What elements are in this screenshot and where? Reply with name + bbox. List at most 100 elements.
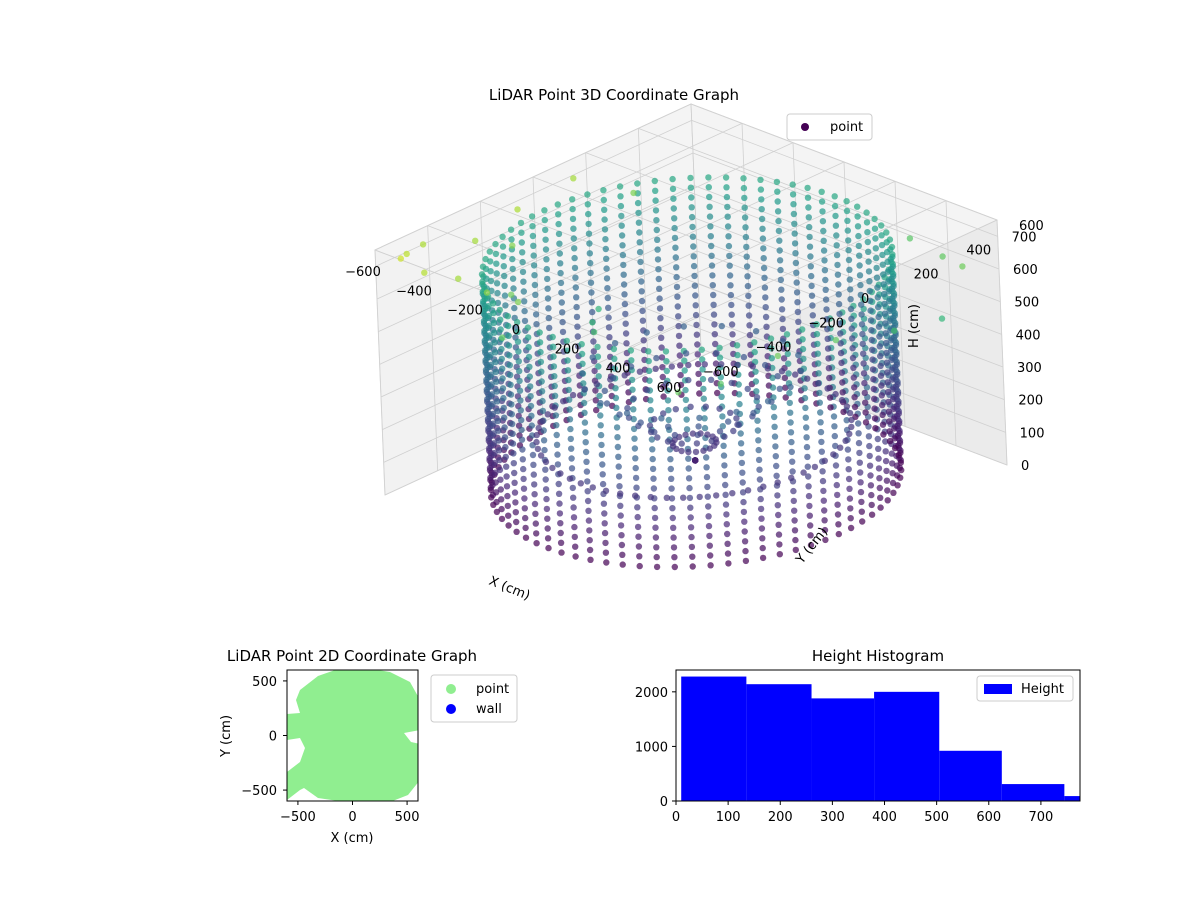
data-point bbox=[773, 472, 780, 479]
data-point bbox=[479, 263, 487, 270]
data-point bbox=[671, 431, 679, 439]
data-point bbox=[881, 300, 888, 308]
data-point bbox=[787, 429, 795, 436]
data-point bbox=[737, 430, 744, 437]
data-point bbox=[760, 264, 768, 272]
data-point bbox=[706, 213, 714, 220]
data-point bbox=[768, 345, 775, 352]
data-point bbox=[568, 445, 575, 452]
data-point bbox=[634, 513, 641, 521]
data-point bbox=[531, 272, 538, 279]
data-point bbox=[862, 399, 869, 406]
data-point bbox=[637, 419, 644, 426]
data-point bbox=[647, 397, 654, 404]
data-point bbox=[885, 288, 892, 295]
data-point bbox=[604, 294, 611, 302]
data-point bbox=[816, 399, 823, 406]
data-point bbox=[499, 375, 506, 382]
data-point bbox=[708, 252, 715, 259]
data-point bbox=[756, 476, 764, 483]
data-point bbox=[775, 521, 782, 528]
data-point bbox=[824, 345, 832, 352]
data-point bbox=[524, 324, 531, 331]
data-point bbox=[737, 440, 745, 447]
data-point bbox=[686, 494, 694, 502]
data-point bbox=[688, 533, 695, 541]
data-point bbox=[700, 395, 707, 402]
data-point bbox=[859, 330, 866, 338]
data-point bbox=[805, 204, 812, 211]
data-point bbox=[833, 481, 840, 489]
data-point bbox=[719, 413, 726, 420]
data-point bbox=[507, 381, 514, 388]
data-point bbox=[832, 462, 840, 469]
data-point bbox=[869, 346, 876, 353]
data-point bbox=[651, 428, 658, 436]
data-point bbox=[803, 434, 810, 441]
data-point bbox=[859, 340, 866, 348]
data-point bbox=[593, 406, 600, 414]
data-point bbox=[725, 560, 732, 567]
data-point bbox=[843, 403, 851, 410]
data-point bbox=[868, 327, 875, 334]
data-point bbox=[569, 205, 576, 213]
data-point bbox=[632, 455, 639, 462]
data-point bbox=[832, 222, 840, 229]
data-point bbox=[699, 375, 707, 383]
data-point bbox=[744, 487, 752, 494]
data-point bbox=[509, 265, 516, 273]
data-point bbox=[621, 372, 628, 379]
data-point bbox=[507, 226, 515, 233]
data-point bbox=[846, 409, 854, 417]
data-point bbox=[588, 299, 595, 306]
data-point bbox=[603, 400, 611, 407]
data-point bbox=[493, 508, 501, 516]
data-point bbox=[685, 361, 692, 369]
data-point bbox=[490, 309, 497, 317]
data-point bbox=[740, 175, 747, 182]
data-point bbox=[667, 465, 674, 473]
data-point bbox=[826, 394, 834, 401]
data-point bbox=[566, 396, 573, 403]
data-point bbox=[687, 514, 694, 521]
data-point bbox=[509, 420, 516, 428]
data-point bbox=[559, 309, 566, 316]
data-point bbox=[866, 287, 873, 295]
data-point bbox=[565, 386, 572, 394]
data-point bbox=[617, 490, 624, 497]
data-point bbox=[552, 412, 560, 419]
data-point bbox=[539, 418, 546, 425]
data-point bbox=[620, 271, 627, 278]
data-point bbox=[831, 432, 838, 440]
data-point bbox=[663, 358, 670, 365]
data-point bbox=[598, 441, 605, 449]
data-point bbox=[668, 363, 675, 370]
data-point bbox=[493, 280, 501, 287]
data-point bbox=[518, 239, 525, 246]
data-point bbox=[740, 353, 748, 361]
data-point bbox=[531, 281, 539, 289]
data-point bbox=[652, 197, 659, 204]
data-point bbox=[837, 444, 844, 451]
data-point bbox=[639, 307, 646, 315]
data-point bbox=[866, 452, 873, 460]
data-point bbox=[511, 479, 518, 486]
data-point bbox=[498, 345, 505, 353]
data-point bbox=[635, 543, 643, 550]
data-point bbox=[556, 240, 563, 247]
data-point bbox=[879, 251, 886, 259]
data-point bbox=[498, 505, 505, 513]
data-point bbox=[875, 455, 882, 462]
data-point bbox=[792, 371, 799, 378]
data-point bbox=[542, 226, 549, 234]
data-point bbox=[687, 403, 694, 410]
data-point bbox=[850, 364, 857, 371]
data-point bbox=[882, 330, 889, 337]
data-point bbox=[868, 501, 875, 509]
data-point bbox=[569, 196, 576, 203]
data-point bbox=[864, 238, 871, 246]
data-point bbox=[721, 433, 728, 440]
data-point bbox=[807, 522, 814, 529]
data-point bbox=[572, 553, 579, 560]
data-point bbox=[826, 374, 833, 382]
